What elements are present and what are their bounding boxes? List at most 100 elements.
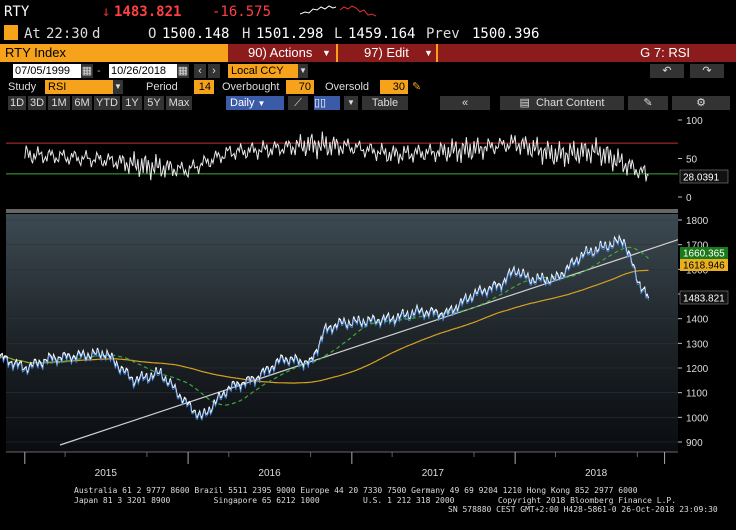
calendar-icon[interactable]: ▦	[177, 64, 189, 78]
price-tick-label: 1300	[686, 339, 709, 350]
price-tick-label: 1000	[686, 413, 709, 424]
footer-line-1: Australia 61 2 9777 8600 Brazil 5511 239…	[74, 486, 638, 495]
x-year-label: 2015	[95, 468, 118, 479]
actions-menu[interactable]: 90) Actions ▼	[228, 44, 336, 62]
security-name: RTY Index	[5, 45, 66, 60]
period-button-ytd[interactable]: YTD	[94, 96, 120, 110]
chevron-down-icon: ▼	[257, 99, 266, 108]
chevron-down-icon: ▼	[322, 48, 331, 58]
edit-label: 97) Edit	[364, 45, 409, 60]
time-flag: d	[92, 26, 101, 42]
period-button-max[interactable]: Max	[166, 96, 192, 110]
study-select[interactable]: RSI	[45, 80, 115, 94]
at-label: At	[24, 26, 41, 42]
chart-content-label: Chart Content	[535, 97, 605, 109]
quote-time: 22:30	[46, 26, 89, 42]
low-label: L	[334, 26, 343, 42]
price-tick-label: 1100	[686, 389, 708, 400]
rsi-tick-label: 0	[686, 193, 692, 204]
currency-select[interactable]: Local CCY	[228, 64, 302, 78]
undo-icon[interactable]: ↶	[650, 64, 684, 78]
chart-icon: ▤	[519, 97, 530, 109]
quote-row: At 22:30 d O 1500.148 H 1501.298 L 1459.…	[0, 22, 736, 44]
rsi-axis: 100 50 0	[678, 116, 703, 204]
price-panel	[6, 214, 678, 452]
chevron-right-icon[interactable]: ›	[208, 64, 220, 78]
x-year-label: 2017	[422, 468, 445, 479]
high-label: H	[242, 26, 251, 42]
chevron-down-icon[interactable]: ▼	[344, 96, 358, 110]
chevron-left-icon[interactable]: ‹	[194, 64, 206, 78]
rsi-panel	[6, 112, 678, 207]
date-separator: -	[97, 65, 101, 77]
overbought-input[interactable]: 70	[286, 80, 314, 94]
gear-icon[interactable]: ⚙	[672, 96, 730, 110]
sparkline-icon	[300, 5, 336, 15]
ma-long-label-box	[680, 259, 728, 271]
period-button-6m[interactable]: 6M	[72, 96, 92, 110]
candle-chart-icon[interactable]: ▯▯	[314, 96, 340, 110]
chart-content-button[interactable]: ▤ Chart Content	[500, 96, 624, 110]
table-label: Table	[371, 97, 399, 109]
collapse-icon[interactable]: «	[440, 96, 490, 110]
open-label: O	[148, 26, 157, 42]
prev-value: 1500.396	[472, 26, 540, 42]
rsi-line	[24, 131, 649, 182]
function-code: G 7: RSI	[640, 45, 690, 60]
rsi-tick-label: 50	[686, 155, 698, 166]
last-price: 1483.821	[114, 4, 182, 20]
down-arrow-icon: ↓	[102, 4, 111, 20]
open-value: 1500.148	[162, 26, 230, 42]
end-date-input[interactable]: 10/26/2018	[109, 64, 177, 78]
rsi-tick-label: 100	[686, 116, 703, 127]
period-button-1y[interactable]: 1Y	[122, 96, 142, 110]
panel-separator[interactable]	[6, 209, 678, 213]
footer: Australia 61 2 9777 8600 Brazil 5511 239…	[0, 486, 736, 515]
period-button-1m[interactable]: 1M	[48, 96, 70, 110]
currency-value: Local CCY	[231, 65, 284, 77]
study-value: RSI	[48, 81, 67, 93]
chevron-down-icon[interactable]: ▼	[298, 64, 308, 78]
footer-line-2: Japan 81 3 3201 8900 Singapore 65 6212 1…	[74, 495, 677, 505]
price-tick-label: 1800	[686, 216, 709, 227]
chevron-down-icon[interactable]: ▼	[113, 80, 123, 94]
price-tick-label: 1200	[686, 364, 709, 375]
edit-chart-icon[interactable]: ✎	[628, 96, 668, 110]
price-tick-label: 900	[686, 438, 703, 449]
ticker-row: RTY ↓ 1483.821 -16.575	[0, 0, 736, 22]
sparkline-red-icon	[340, 5, 376, 17]
pencil-icon[interactable]: ✎	[412, 81, 422, 93]
edit-menu[interactable]: 97) Edit ▼	[338, 44, 436, 62]
low-value: 1459.164	[348, 26, 416, 42]
redo-icon[interactable]: ↷	[690, 64, 724, 78]
x-year-label: 2018	[585, 468, 608, 479]
price-tick-label: 1700	[686, 241, 709, 252]
chevron-down-icon: ▼	[424, 48, 433, 58]
rsi-grid	[6, 142, 678, 175]
rsi-last-box	[679, 169, 729, 184]
ma-short-label: 1660.365	[683, 249, 725, 260]
period-button-5y[interactable]: 5Y	[144, 96, 164, 110]
calendar-icon[interactable]: ▦	[81, 64, 93, 78]
frequency-select[interactable]: Daily ▼	[226, 96, 284, 110]
price-change: -16.575	[212, 4, 272, 20]
study-label: Study	[8, 81, 37, 93]
period-input[interactable]: 14	[194, 80, 214, 94]
function-bar: G 7: RSI	[438, 44, 736, 62]
high-value: 1501.298	[256, 26, 324, 42]
line-chart-icon[interactable]: ⟋	[288, 96, 308, 110]
prev-label: Prev	[426, 26, 460, 42]
period-button-1d[interactable]: 1D	[8, 96, 26, 110]
table-button[interactable]: Table	[362, 96, 408, 110]
ma-long-label: 1618.946	[683, 261, 725, 272]
period-button-3d[interactable]: 3D	[28, 96, 46, 110]
start-date-input[interactable]: 07/05/1999	[13, 64, 81, 78]
oversold-input[interactable]: 30	[380, 80, 408, 94]
price-bars	[0, 236, 649, 422]
period-label: Period	[146, 81, 178, 93]
instrument-icon	[4, 25, 18, 40]
trend-line	[59, 239, 679, 446]
last-price-box	[679, 290, 729, 305]
ticker-symbol: RTY	[4, 4, 30, 20]
